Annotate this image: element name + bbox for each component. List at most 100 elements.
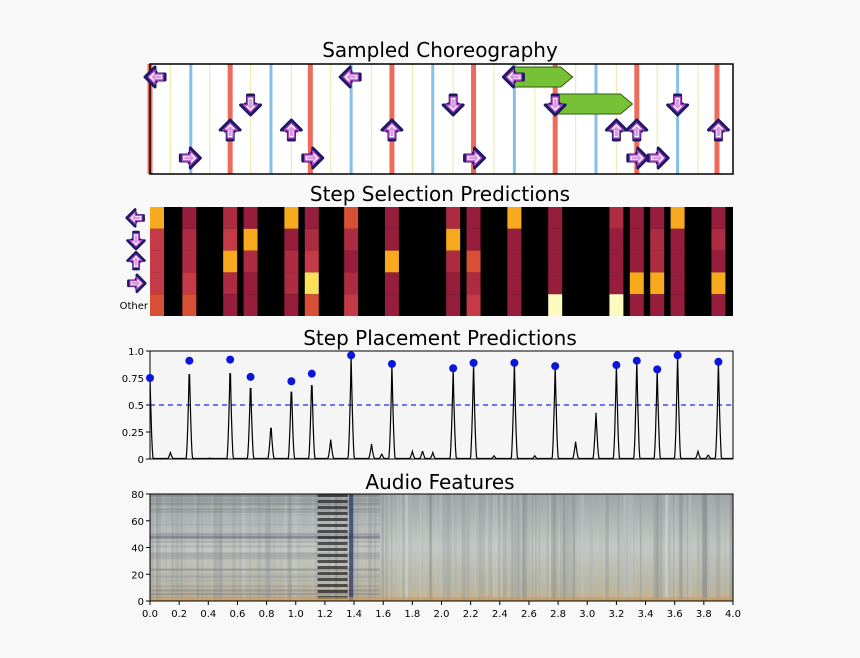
heatmap-cell	[670, 207, 685, 229]
spectrogram-streak	[578, 494, 581, 601]
spectrogram-streak	[265, 494, 267, 601]
spectrogram-streak	[551, 494, 555, 601]
spectrogram-streak	[218, 494, 221, 601]
spectrogram-streak	[171, 494, 173, 601]
peak-marker	[307, 369, 316, 378]
x-tick-label: 2.6	[521, 609, 537, 620]
spectrogram-dark-band	[317, 584, 348, 587]
heatmap-cell	[446, 228, 461, 251]
heatmap-cell	[243, 294, 258, 316]
spectrogram-streak	[381, 494, 383, 601]
spectrogram-streak	[430, 494, 433, 601]
spectrogram-dark-band	[317, 494, 348, 497]
y-tick-label: 1.0	[128, 347, 144, 358]
spectrogram-streak	[403, 494, 406, 601]
row-label-arrow-right	[127, 273, 147, 294]
spectrogram-streak	[163, 494, 167, 601]
heatmap-cell	[650, 207, 665, 229]
spectrogram-dark-band	[317, 548, 348, 551]
heatmap-cell	[446, 207, 461, 229]
spectrogram-streak	[263, 494, 266, 601]
heatmap-cell	[711, 207, 726, 229]
spectrogram-streak	[422, 494, 427, 601]
spectrogram-streak	[657, 494, 661, 601]
x-tick-label: 0.4	[200, 609, 216, 620]
spectrogram-streak	[686, 494, 688, 601]
hold-note-down	[554, 93, 634, 115]
y-tick-label: 20	[131, 570, 144, 581]
x-tick-label: 2.0	[434, 609, 450, 620]
spectrogram-streak	[629, 494, 632, 601]
x-tick-label: 1.0	[288, 609, 304, 620]
spectrogram-streak	[679, 494, 683, 601]
spectrogram-streak	[625, 494, 629, 601]
spectrogram-streak	[341, 494, 346, 601]
spectrogram-band	[150, 503, 380, 506]
spectrogram-streak	[410, 494, 412, 601]
spectrogram-streak	[706, 494, 710, 601]
heatmap-cell	[304, 207, 319, 229]
spectrogram-band	[150, 589, 380, 592]
spectrogram-streak	[216, 494, 220, 601]
spectrogram-streak	[655, 494, 659, 601]
spectrogram-streak	[421, 494, 423, 601]
heatmap-cell	[711, 294, 726, 316]
x-tick-label: 3.6	[667, 609, 683, 620]
spectrogram-streak	[331, 494, 336, 601]
heatmap-cell	[223, 250, 238, 273]
spectrogram-streak	[664, 494, 669, 601]
heatmap-cell	[384, 294, 399, 316]
spectrogram-streak	[729, 494, 731, 601]
spectrogram-dark-band	[317, 560, 348, 563]
heatmap-cell	[304, 250, 319, 273]
heatmap-cell	[466, 207, 481, 229]
y-tick-label: 80	[131, 490, 144, 501]
heatmap-cell	[243, 228, 258, 251]
spectrogram-dark-band	[317, 578, 348, 581]
spectrogram-streak	[463, 494, 468, 601]
spectrogram-streak	[227, 494, 230, 601]
spectrogram-streak	[565, 494, 568, 601]
spectrogram-dark-band	[317, 530, 348, 533]
heatmap-cell	[150, 207, 164, 229]
spectrogram-band	[150, 585, 380, 588]
spectrogram-band	[150, 533, 380, 536]
heatmap-cell	[243, 250, 258, 273]
spectrogram-dark-band	[317, 590, 348, 593]
spectrogram-band	[150, 499, 380, 502]
spectrogram-streak	[268, 494, 272, 601]
spectrogram-streak	[495, 494, 498, 601]
spectrogram-streak	[482, 494, 485, 601]
spectrogram-streak	[709, 494, 711, 601]
heatmap-cell	[344, 250, 359, 273]
spectrogram-streak	[298, 494, 302, 601]
spectrogram-streak	[391, 494, 393, 601]
heatmap-cell	[670, 228, 685, 251]
heatmap-cell	[344, 207, 359, 229]
spectrogram-streak	[476, 494, 478, 601]
heatmap-cell	[384, 272, 399, 295]
heatmap-cell	[182, 228, 197, 251]
spectrogram-streak	[461, 494, 465, 601]
spectrogram-streak	[311, 494, 314, 601]
spectrogram-streak	[175, 494, 180, 601]
peak-marker	[449, 364, 458, 373]
spectrogram-streak	[653, 494, 657, 601]
spectrogram-streak	[493, 494, 496, 601]
spectrogram-band	[150, 555, 380, 558]
heatmap-cell	[629, 228, 644, 251]
spectrogram-band	[150, 537, 380, 540]
spectrogram-band	[150, 554, 380, 557]
spectrogram-streak	[569, 494, 572, 601]
spectrogram-streak	[279, 494, 282, 601]
spectrogram-streak	[249, 494, 251, 601]
heatmap-cell	[223, 207, 238, 229]
heatmap-cell	[284, 250, 299, 273]
x-tick-label: 3.8	[696, 609, 712, 620]
heatmap-cell	[150, 228, 164, 251]
spectrogram-streak	[156, 494, 158, 601]
spectrogram-streak	[404, 494, 406, 601]
spectrogram-streak	[297, 494, 302, 601]
spectrogram-streak	[454, 494, 457, 601]
spectrogram-streak	[572, 494, 576, 601]
